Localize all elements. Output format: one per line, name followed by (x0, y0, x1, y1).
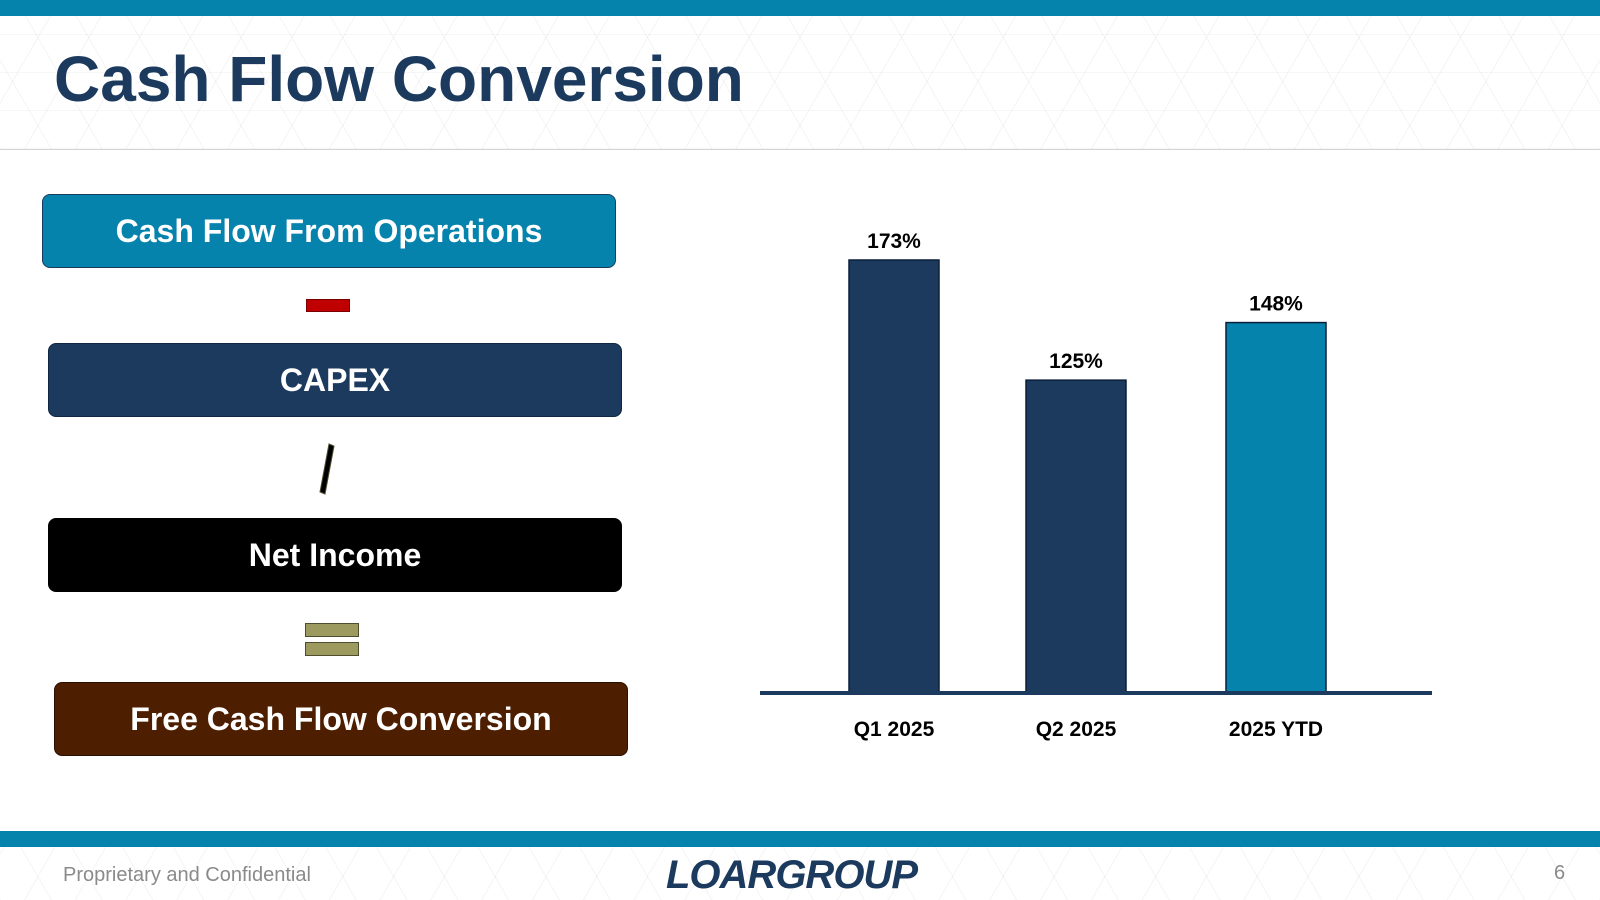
page-number: 6 (1554, 862, 1566, 884)
capex-label: CAPEX (279, 361, 391, 398)
bottom-accent-bar (0, 831, 1600, 847)
divide-operator-icon (319, 443, 335, 495)
category-label-q1-2025: Q1 2025 (854, 718, 935, 741)
confidential-notice: Proprietary and Confidential (63, 864, 311, 886)
cash-flow-operations-label: Cash Flow From Operations (115, 212, 543, 249)
bar-q2-2025 (1025, 379, 1127, 694)
minus-operator-icon (306, 299, 350, 312)
bar-2025-ytd (1225, 321, 1327, 694)
data-label-q1-2025: 173% (867, 230, 921, 253)
bar-q1-2025 (848, 259, 940, 694)
capex-box: CAPEX (48, 343, 622, 417)
equals-operator-top-icon (305, 623, 359, 637)
free-cash-flow-conversion-label: Free Cash Flow Conversion (130, 700, 552, 737)
equals-operator-bottom-icon (305, 642, 359, 656)
header-band (0, 16, 1600, 150)
chart-svg: 173% Q1 2025 125% Q2 2025 148% 2025 YTD (760, 230, 1432, 741)
footer-band (0, 847, 1600, 900)
slide-title: Cash Flow Conversion (54, 43, 744, 115)
net-income-label: Net Income (248, 536, 422, 573)
cash-flow-operations-box: Cash Flow From Operations (42, 194, 616, 268)
category-label-q2-2025: Q2 2025 (1036, 718, 1117, 741)
data-label-q2-2025: 125% (1049, 350, 1103, 373)
free-cash-flow-conversion-box: Free Cash Flow Conversion (54, 682, 628, 756)
company-logo: LOARGROUP (666, 853, 918, 897)
top-accent-bar (0, 0, 1600, 16)
fcf-conversion-chart: 173% Q1 2025 125% Q2 2025 148% 2025 YTD (760, 220, 1460, 755)
net-income-box: Net Income (48, 518, 622, 592)
category-label-2025-ytd: 2025 YTD (1229, 718, 1323, 741)
data-label-2025-ytd: 148% (1249, 293, 1303, 316)
